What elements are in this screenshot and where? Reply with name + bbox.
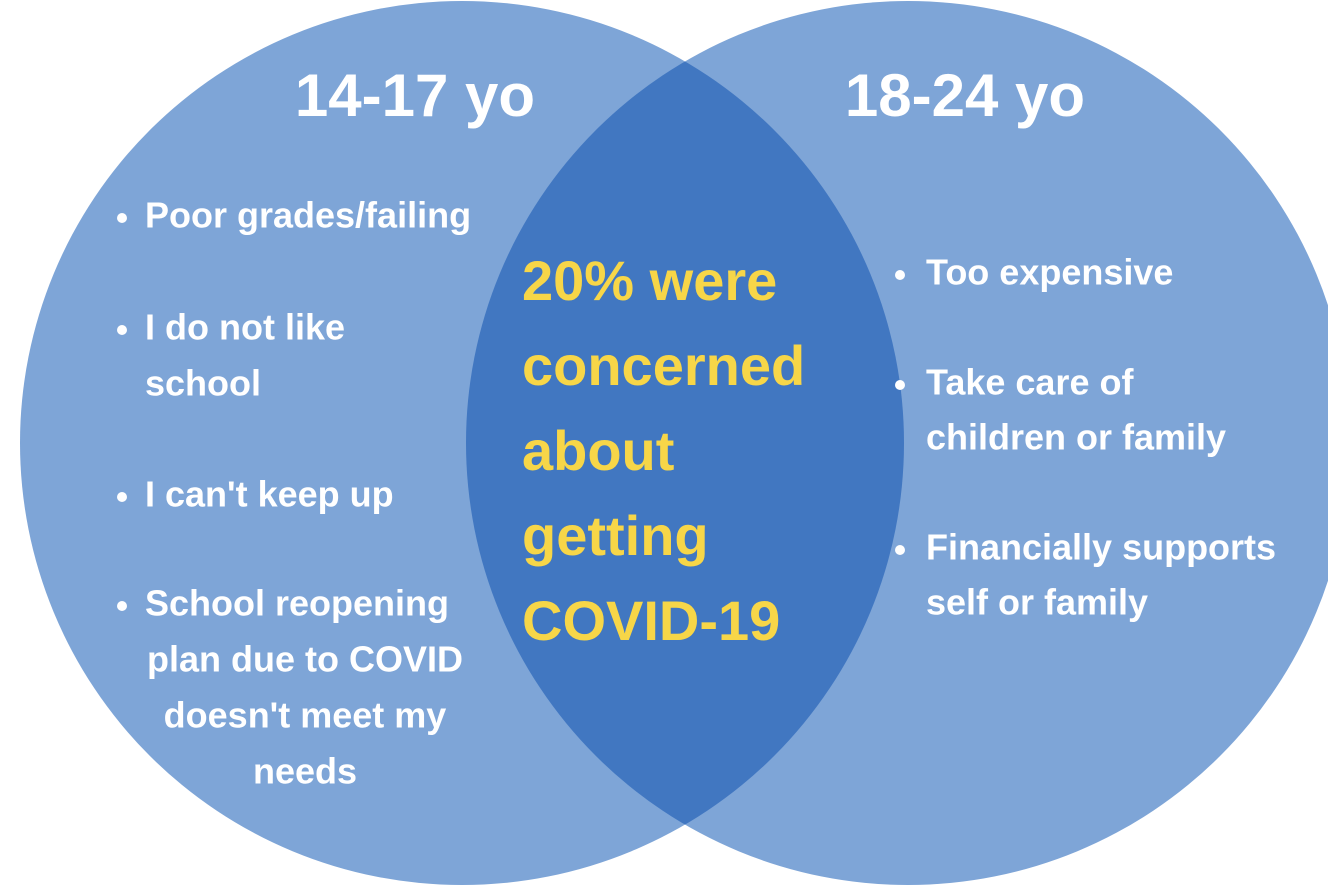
item-text: children or family — [926, 417, 1226, 458]
item-text: Poor grades/failing — [145, 195, 471, 236]
item-text: plan due to COVID — [147, 639, 463, 680]
right-title: 18-24 yo — [845, 62, 1085, 129]
bullet — [117, 601, 127, 611]
item-text: self or family — [926, 582, 1148, 623]
center-text: 20% were — [522, 249, 777, 312]
bullet — [117, 492, 127, 502]
item-text: Financially supports — [926, 527, 1276, 568]
item-text: doesn't meet my — [164, 695, 447, 736]
item-text: School reopening — [145, 583, 449, 624]
item-text: I can't keep up — [145, 474, 394, 515]
bullet — [895, 545, 905, 555]
bullet — [895, 270, 905, 280]
item-text: needs — [253, 751, 357, 792]
item-text: Take care of — [926, 362, 1134, 403]
center-text: COVID-19 — [522, 589, 780, 652]
item-text: Too expensive — [926, 252, 1173, 293]
left-title: 14-17 yo — [295, 62, 535, 129]
center-text: getting — [522, 504, 709, 567]
center-text: concerned — [522, 334, 805, 397]
bullet — [117, 325, 127, 335]
item-text: school — [145, 363, 261, 404]
bullet — [895, 380, 905, 390]
overlap — [466, 1, 904, 885]
center-text: about — [522, 419, 674, 482]
bullet — [117, 213, 127, 223]
item-text: I do not like — [145, 307, 345, 348]
